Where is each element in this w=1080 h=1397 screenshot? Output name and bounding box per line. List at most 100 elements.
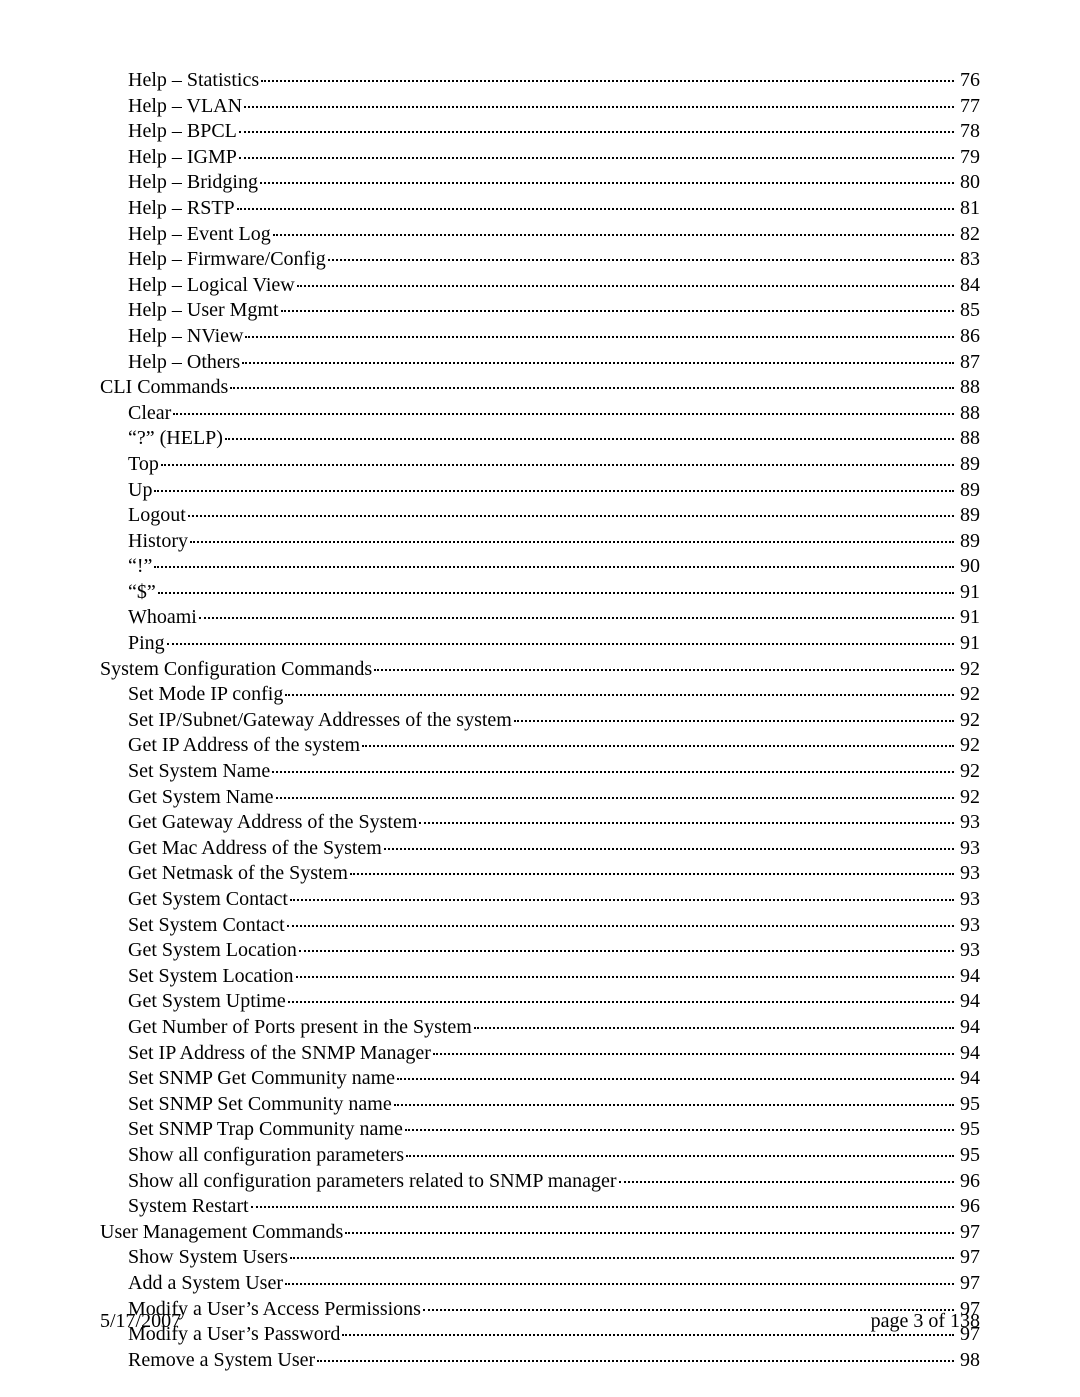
toc-entry: Ping91: [100, 631, 980, 657]
toc-entry: Help – Logical View84: [100, 273, 980, 299]
toc-entry-label: Help – Bridging: [128, 170, 258, 196]
toc-entry-label: Get IP Address of the system: [128, 733, 360, 759]
toc-leader-dots: [345, 1232, 954, 1234]
toc-leader-dots: [239, 157, 954, 159]
toc-leader-dots: [285, 694, 954, 696]
toc-entry: Help – User Mgmt85: [100, 298, 980, 324]
toc-entry-label: Whoami: [128, 605, 197, 631]
toc-entry: Set System Name92: [100, 759, 980, 785]
toc-leader-dots: [276, 797, 954, 799]
toc-entry-page: 97: [956, 1271, 980, 1297]
toc-entry-label: Up: [128, 478, 152, 504]
toc-entry-page: 93: [956, 938, 980, 964]
toc-entry: Logout89: [100, 503, 980, 529]
toc-entry: System Configuration Commands 92: [100, 657, 980, 683]
toc-entry: Help – IGMP79: [100, 145, 980, 171]
toc-leader-dots: [190, 541, 954, 543]
toc-entry-label: System Restart: [128, 1194, 249, 1220]
toc-leader-dots: [161, 464, 954, 466]
toc-leader-dots: [619, 1181, 954, 1183]
toc-leader-dots: [237, 208, 954, 210]
toc-entry: Get Number of Ports present in the Syste…: [100, 1015, 980, 1041]
toc-leader-dots: [154, 566, 954, 568]
toc-entry-label: Get System Uptime: [128, 989, 286, 1015]
toc-entry-label: Help – VLAN: [128, 94, 242, 120]
toc-entry-label: Set IP Address of the SNMP Manager: [128, 1041, 431, 1067]
toc-entry: Help – Firmware/Config83: [100, 247, 980, 273]
toc-entry: Help – RSTP 81: [100, 196, 980, 222]
toc-entry: Get System Name92: [100, 785, 980, 811]
toc-leader-dots: [245, 336, 954, 338]
toc-entry-label: Top: [128, 452, 159, 478]
toc-entry-page: 92: [956, 708, 980, 734]
toc-entry: “$”91: [100, 580, 980, 606]
toc-entry: Help – Bridging 80: [100, 170, 980, 196]
toc-entry-page: 76: [956, 68, 980, 94]
toc-entry-page: 96: [956, 1194, 980, 1220]
toc-entry-page: 93: [956, 836, 980, 862]
toc-entry-page: 97: [956, 1220, 980, 1246]
toc-leader-dots: [362, 745, 954, 747]
toc-entry-label: Help – RSTP: [128, 196, 235, 222]
toc-entry: Get IP Address of the system92: [100, 733, 980, 759]
toc-entry: Set IP Address of the SNMP Manager94: [100, 1041, 980, 1067]
toc-entry-label: Ping: [128, 631, 165, 657]
toc-entry-page: 93: [956, 913, 980, 939]
toc-entry: Whoami91: [100, 605, 980, 631]
toc-entry: Get System Location93: [100, 938, 980, 964]
toc-leader-dots: [290, 1257, 954, 1259]
toc-entry-label: Help – NView: [128, 324, 243, 350]
toc-leader-dots: [251, 1206, 954, 1208]
toc-leader-dots: [394, 1104, 954, 1106]
toc-entry-page: 81: [956, 196, 980, 222]
toc-leader-dots: [188, 515, 954, 517]
toc-entry-label: Help – Logical View: [128, 273, 295, 299]
toc-entry: Set IP/Subnet/Gateway Addresses of the s…: [100, 708, 980, 734]
toc-entry-page: 93: [956, 887, 980, 913]
toc-entry: Set SNMP Set Community name95: [100, 1092, 980, 1118]
toc-entry-page: 88: [956, 426, 980, 452]
toc-leader-dots: [384, 848, 954, 850]
toc-entry-page: 94: [956, 1066, 980, 1092]
toc-leader-dots: [244, 106, 954, 108]
toc-leader-dots: [261, 80, 954, 82]
table-of-contents: Help – Statistics 76 Help – VLAN 77 Help – B…: [100, 68, 980, 1373]
toc-entry-label: System Configuration Commands: [100, 657, 372, 683]
toc-entry-label: Logout: [128, 503, 186, 529]
toc-leader-dots: [296, 976, 954, 978]
toc-leader-dots: [242, 362, 954, 364]
toc-entry-label: Help – Statistics: [128, 68, 259, 94]
toc-entry-label: User Management Commands: [100, 1220, 343, 1246]
toc-entry-page: 78: [956, 119, 980, 145]
toc-entry-page: 93: [956, 861, 980, 887]
page-footer: 5/17/2007 page 3 of 138: [100, 1310, 980, 1333]
toc-entry-label: Set System Contact: [128, 913, 285, 939]
toc-entry-label: Show System Users: [128, 1245, 288, 1271]
toc-leader-dots: [272, 771, 954, 773]
toc-leader-dots: [374, 669, 954, 671]
toc-entry: Up89: [100, 478, 980, 504]
toc-leader-dots: [230, 387, 954, 389]
toc-leader-dots: [433, 1053, 954, 1055]
toc-entry-label: Help – Others: [128, 350, 240, 376]
toc-entry: Get System Contact93: [100, 887, 980, 913]
toc-entry: Help – VLAN 77: [100, 94, 980, 120]
toc-entry-page: 80: [956, 170, 980, 196]
toc-entry-page: 95: [956, 1143, 980, 1169]
toc-entry-label: Set SNMP Set Community name: [128, 1092, 392, 1118]
toc-entry-page: 92: [956, 657, 980, 683]
toc-entry-label: Set System Location: [128, 964, 294, 990]
toc-entry-label: Set Mode IP config: [128, 682, 283, 708]
toc-entry-label: Set System Name: [128, 759, 270, 785]
toc-leader-dots: [281, 310, 954, 312]
toc-entry-page: 89: [956, 452, 980, 478]
toc-entry-label: Get System Name: [128, 785, 274, 811]
toc-leader-dots: [405, 1129, 954, 1131]
toc-leader-dots: [317, 1360, 954, 1362]
toc-entry: Get System Uptime94: [100, 989, 980, 1015]
toc-entry-page: 91: [956, 580, 980, 606]
toc-entry-page: 85: [956, 298, 980, 324]
toc-entry-page: 77: [956, 94, 980, 120]
toc-leader-dots: [288, 1001, 954, 1003]
toc-entry-label: History: [128, 529, 188, 555]
